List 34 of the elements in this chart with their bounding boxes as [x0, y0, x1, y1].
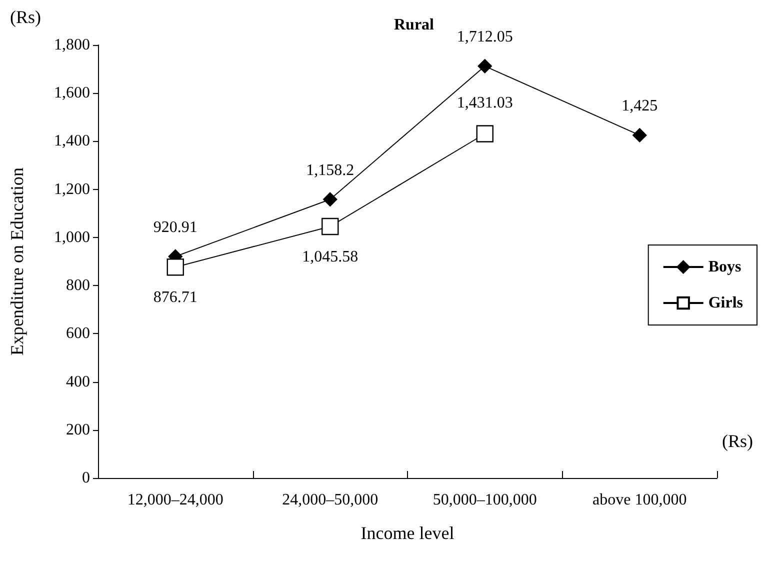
y-tick-label: 200 — [66, 421, 90, 438]
data-label: 1,158.2 — [306, 162, 354, 179]
text: (Rs) — [10, 7, 42, 27]
point — [476, 125, 494, 142]
y-tick-label: 800 — [66, 277, 90, 294]
y-tick-label: 1,600 — [54, 84, 90, 102]
point — [323, 192, 338, 206]
y-axis-title: Expenditure on Education — [7, 168, 27, 356]
point — [322, 218, 339, 236]
data-label: 1,425 — [622, 98, 658, 115]
x-tick-label: above 100,000 — [592, 492, 687, 508]
y-tick-label: 600 — [66, 325, 90, 342]
data-label: 1,045.58 — [302, 248, 358, 266]
point — [632, 128, 647, 142]
x-axis-title: Income level — [360, 523, 454, 543]
y-tick-label: 1,400 — [54, 132, 90, 150]
chart-title: Rural — [394, 16, 435, 34]
y-tick-label: 1,800 — [54, 36, 90, 54]
point — [478, 59, 492, 74]
y-tick-label: 1,000 — [54, 228, 90, 246]
point — [166, 258, 184, 276]
legend-label: Girls — [708, 294, 744, 312]
y-tick-label: 1,200 — [54, 180, 90, 198]
y-tick-label: 0 — [82, 470, 90, 486]
x-tick-label: 50,000–100,000 — [432, 492, 537, 508]
data-label: 920.91 — [153, 218, 198, 236]
text: (Rs) — [722, 431, 754, 451]
legend-label: Boys — [708, 258, 742, 276]
data-label: 1,431.03 — [456, 94, 513, 112]
x-tick-label: 24,000–50,000 — [282, 492, 378, 508]
y-tick-label: 400 — [66, 373, 90, 390]
data-label: 876.71 — [153, 289, 198, 306]
x-tick-label: 12,000–24,000 — [127, 492, 224, 508]
data-label: 1,712.05 — [456, 28, 513, 46]
